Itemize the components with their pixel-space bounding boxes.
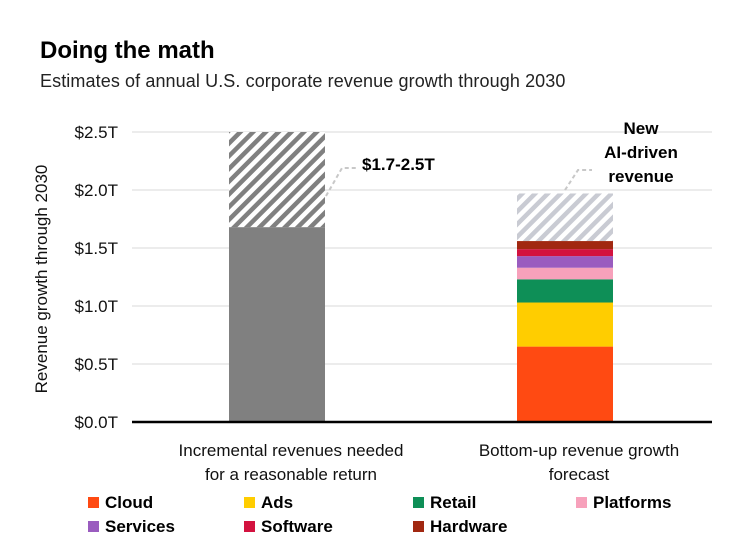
- legend-item-retail: Retail: [413, 493, 476, 513]
- legend-swatch: [576, 497, 587, 508]
- x-category-label: Incremental revenues needed: [179, 441, 404, 460]
- annotation-ai-revenue: AI-driven: [604, 143, 678, 162]
- bar-segment-platforms: [517, 267, 613, 280]
- legend-label: Platforms: [593, 493, 672, 512]
- annotation-ai-revenue: revenue: [608, 167, 673, 186]
- bar-segment-services: [517, 256, 613, 268]
- bar-segment-base: [229, 227, 325, 422]
- legend-item-software: Software: [244, 517, 333, 537]
- bar-segment-software: [517, 249, 613, 257]
- legend-label: Cloud: [105, 493, 154, 512]
- bar-segment-range: [229, 132, 325, 228]
- legend-swatch: [88, 497, 99, 508]
- y-tick-label: $1.5T: [75, 239, 118, 258]
- chart-title: Doing the math: [40, 37, 215, 64]
- legend-item-hardware: Hardware: [413, 517, 507, 537]
- annotation-ai-revenue: New: [624, 119, 660, 138]
- legend-swatch: [244, 497, 255, 508]
- chart-subtitle: Estimates of annual U.S. corporate reven…: [40, 71, 566, 91]
- bar-segment-retail: [517, 279, 613, 303]
- legend-item-ads: Ads: [244, 493, 293, 513]
- legend-swatch: [88, 521, 99, 532]
- y-tick-label: $1.0T: [75, 297, 118, 316]
- y-axis-label: Revenue growth through 2030: [32, 165, 51, 394]
- y-tick-label: $2.5T: [75, 123, 118, 142]
- legend-label: Software: [261, 517, 333, 536]
- y-tick-label: $0.5T: [75, 355, 118, 374]
- legend-label: Ads: [261, 493, 294, 512]
- legend-swatch: [413, 521, 424, 532]
- annotation-leader: [564, 169, 592, 191]
- legend-label: Services: [105, 517, 175, 536]
- legend-item-services: Services: [88, 517, 175, 537]
- legend-item-platforms: Platforms: [576, 493, 671, 513]
- bar-segment-ads: [517, 302, 613, 347]
- x-category-label: Bottom-up revenue growth: [479, 441, 679, 460]
- legend-item-cloud: Cloud: [88, 493, 153, 513]
- bar-segment-new-ai-driven-revenue: [517, 193, 613, 242]
- bar-segment-cloud: [517, 346, 613, 422]
- legend-swatch: [413, 497, 424, 508]
- legend-label: Retail: [430, 493, 477, 512]
- legend-label: Hardware: [430, 517, 508, 536]
- y-tick-label: $0.0T: [75, 413, 118, 432]
- y-tick-label: $2.0T: [75, 181, 118, 200]
- annotation-range: $1.7-2.5T: [362, 155, 435, 174]
- annotation-leader: [325, 167, 356, 197]
- bar-segment-hardware: [517, 241, 613, 250]
- legend-swatch: [244, 521, 255, 532]
- x-category-label: forecast: [549, 465, 610, 484]
- x-category-label: for a reasonable return: [205, 465, 377, 484]
